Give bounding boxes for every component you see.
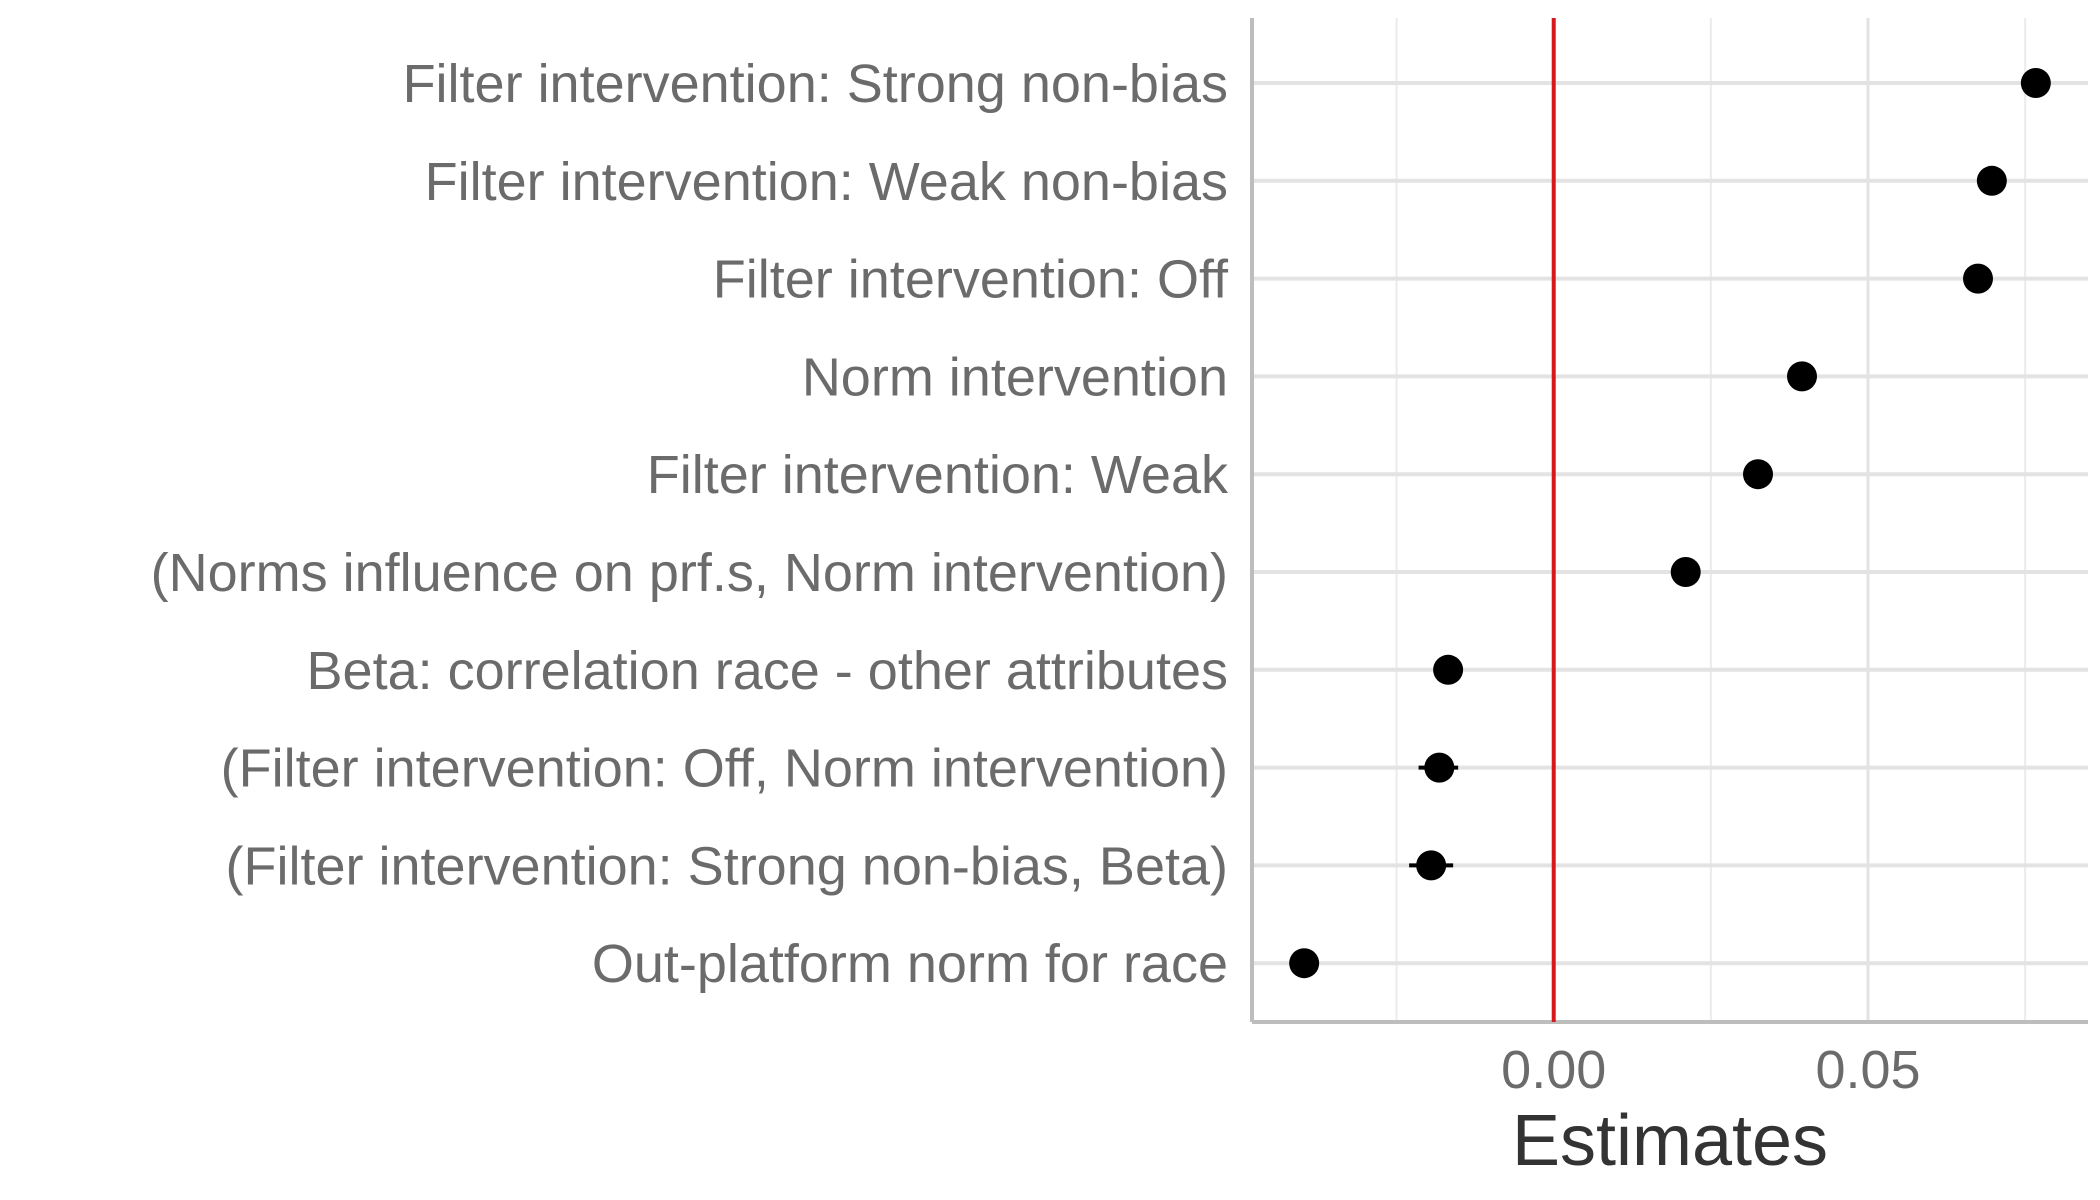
estimate-point (1787, 361, 1817, 392)
category-label: Out-platform norm for race (592, 934, 1228, 994)
category-labels: Filter intervention: Strong non-bias Filt… (151, 54, 1229, 994)
estimate-point (1289, 948, 1320, 979)
x-axis-title: Estimates (1512, 1101, 1828, 1181)
estimate-point (1670, 557, 1701, 587)
estimate-point (1416, 850, 1447, 881)
x-tick-label: 0.00 (1501, 1040, 1606, 1100)
category-label: Beta: correlation race - other attribute… (307, 641, 1228, 701)
x-tick-label: 0.05 (1815, 1040, 1920, 1100)
estimate-point (1976, 165, 2007, 196)
category-label: Filter intervention: Weak (647, 445, 1229, 505)
estimate-point (1424, 752, 1455, 783)
estimate-point (1743, 459, 1773, 490)
estimate-point (1963, 263, 1993, 294)
category-label: (Filter intervention: Strong non-bias, B… (226, 836, 1228, 896)
category-label: (Filter intervention: Off, Norm interven… (221, 739, 1228, 799)
axes (1250, 18, 2088, 1024)
estimate-point (1433, 654, 1464, 685)
category-label: (Norms influence on prf.s, Norm interven… (151, 543, 1228, 603)
category-label: Filter intervention: Weak non-bias (425, 152, 1228, 212)
grid-lines (1252, 18, 2088, 1022)
category-label: Filter intervention: Strong non-bias (403, 54, 1228, 114)
x-tick-labels: 0.00 0.05 (1501, 1040, 1920, 1100)
category-label: Filter intervention: Off (713, 250, 1229, 310)
estimate-point (2020, 68, 2051, 98)
data-points (1289, 68, 2051, 979)
category-label: Norm intervention (802, 347, 1228, 407)
